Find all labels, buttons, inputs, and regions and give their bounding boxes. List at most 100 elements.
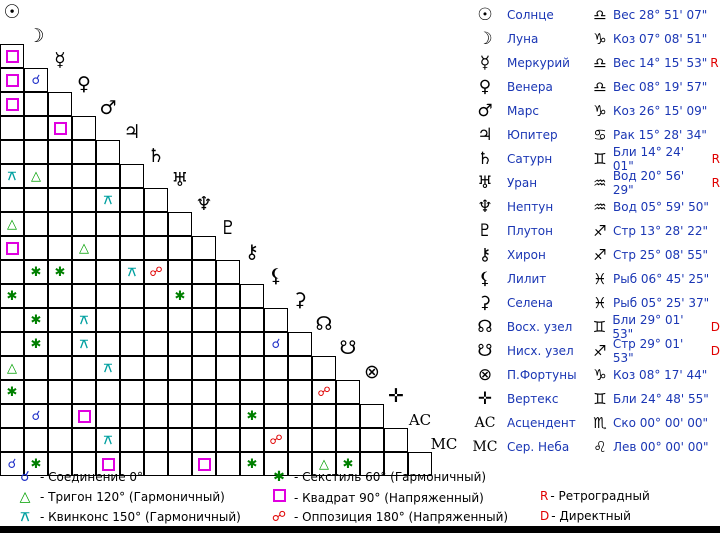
aspect-cell — [48, 332, 72, 356]
motion-flag: D — [710, 344, 720, 358]
aspect-cell — [120, 188, 144, 212]
sextile-icon: ✱ — [6, 384, 18, 400]
planet-row: ♅ Уран ♒ Вод 20° 56' 29" R — [470, 169, 720, 197]
aspect-cell — [216, 284, 240, 308]
opposition-icon: ☍ — [271, 509, 287, 525]
square-icon — [53, 121, 67, 135]
aspect-cell — [144, 212, 168, 236]
planet-glyph-icon: ♄ — [477, 149, 493, 169]
aspect-cell — [0, 188, 24, 212]
planet-row: ☿ Меркурий ♎ Вес 14° 15' 53" R — [470, 51, 720, 75]
planet-position: Коз 26° 15' 09" — [613, 104, 708, 118]
aspect-cell — [96, 164, 120, 188]
planet-name: Юпитер — [507, 128, 558, 142]
planet-position: Лев 00° 00' 00" — [613, 440, 709, 454]
aspect-cell — [264, 380, 288, 404]
aspect-cell — [0, 428, 24, 452]
legend-direct-label: - Директный — [551, 509, 631, 523]
aspect-cell — [24, 356, 48, 380]
aspect-cell — [288, 428, 312, 452]
legend-opposition-label: - Оппозиция 180° (Напряженный) — [294, 510, 509, 524]
aspect-cell — [240, 332, 264, 356]
planet-name: Меркурий — [507, 56, 570, 70]
planet-name: Хирон — [507, 248, 546, 262]
aspect-cell — [144, 332, 168, 356]
planet-position: Бли 24° 48' 55" — [613, 392, 709, 406]
aspect-cell — [48, 140, 72, 164]
zodiac-sign-icon: ♊ — [593, 390, 607, 408]
zodiac-sign-icon: ♑ — [593, 30, 607, 48]
planet-glyph-icon: ♇ — [477, 221, 493, 241]
aspect-cell — [360, 428, 384, 452]
aspect-cell — [216, 428, 240, 452]
aspect-cell — [120, 356, 144, 380]
planet-name: Сер. Неба — [507, 440, 570, 454]
planet-glyph-icon: ☋ — [477, 341, 493, 361]
trine-icon: △ — [19, 489, 31, 505]
aspect-cell — [48, 284, 72, 308]
aspect-cell — [72, 116, 96, 140]
planet-position: Рак 15° 28' 34" — [613, 128, 707, 142]
zodiac-sign-icon: ♐ — [593, 222, 607, 240]
quincunx-icon: ⚻ — [79, 336, 89, 352]
aspect-cell — [288, 356, 312, 380]
planet-glyph-icon: ♃ — [477, 125, 493, 145]
aspect-cell — [72, 284, 96, 308]
aspect-cell — [0, 404, 24, 428]
trine-icon: △ — [7, 216, 17, 232]
planet-row: MC Сер. Неба ♌ Лев 00° 00' 00" — [470, 435, 720, 459]
planet-glyph-icon: ☊ — [477, 317, 493, 337]
aspect-cell: ✱ — [48, 260, 72, 284]
aspect-cell — [264, 308, 288, 332]
aspect-cell: ⚻ — [96, 428, 120, 452]
aspect-cell — [72, 140, 96, 164]
aspect-cell — [72, 356, 96, 380]
trine-icon: △ — [31, 168, 41, 184]
quincunx-icon: ⚻ — [103, 432, 113, 448]
sextile-icon: ✱ — [54, 264, 66, 280]
planet-name: Селена — [507, 296, 554, 310]
aspect-cell: △ — [0, 212, 24, 236]
aspect-cell — [24, 212, 48, 236]
aspect-cell — [168, 308, 192, 332]
aspect-cell: ✱ — [240, 452, 264, 476]
retrograde-letter: R — [540, 489, 549, 503]
legend-quincunx: ⚻ - Квинконс 150° (Гармоничный) — [14, 509, 241, 525]
planet-position: Вод 20° 56' 29" — [612, 169, 685, 197]
planet-glyph-icon: ✛ — [477, 389, 493, 409]
motion-flag: R — [711, 152, 720, 166]
aspect-cell — [144, 308, 168, 332]
zodiac-sign-icon: ♋ — [593, 126, 607, 144]
aspect-cell — [216, 404, 240, 428]
sextile-icon: ✱ — [30, 336, 42, 352]
legend-retrograde-label: - Ретроградный — [550, 489, 650, 503]
legend-square: - Квадрат 90° (Напряженный) — [268, 489, 484, 506]
aspect-cell: ⚻ — [72, 332, 96, 356]
aspect-cell — [72, 260, 96, 284]
planet-position: Вод 05° 59' 50" — [613, 200, 709, 214]
aspect-cell — [96, 212, 120, 236]
diagonal-planet-glyph: ♂ — [99, 96, 117, 119]
aspect-cell: ⚻ — [96, 356, 120, 380]
legend-conjunction: ☌ - Соединение 0° — [14, 469, 143, 485]
aspect-cell — [192, 308, 216, 332]
planet-row: ⚸ Лилит ♓ Рыб 06° 45' 25" — [470, 267, 720, 291]
opposition-icon: ☍ — [269, 432, 283, 448]
planet-row: ⊗ П.Фортуны ♑ Коз 08° 17' 44" — [470, 363, 720, 387]
aspect-cell — [168, 260, 192, 284]
aspect-cell — [216, 332, 240, 356]
conjunction-icon: ☌ — [31, 408, 41, 424]
diagonal-planet-glyph: ♀ — [77, 72, 91, 95]
aspect-cell — [24, 380, 48, 404]
planet-name: Вертекс — [507, 392, 559, 406]
aspect-cell — [120, 284, 144, 308]
quincunx-icon: ⚻ — [7, 168, 17, 184]
square-icon — [268, 489, 290, 506]
aspect-cell — [144, 428, 168, 452]
aspect-cell — [144, 284, 168, 308]
aspect-cell — [0, 140, 24, 164]
planet-name: Нисх. узел — [506, 344, 574, 358]
aspect-cell — [0, 44, 24, 68]
planet-glyph-icon: ⚳ — [478, 293, 492, 313]
zodiac-sign-icon: ♓ — [593, 294, 607, 312]
